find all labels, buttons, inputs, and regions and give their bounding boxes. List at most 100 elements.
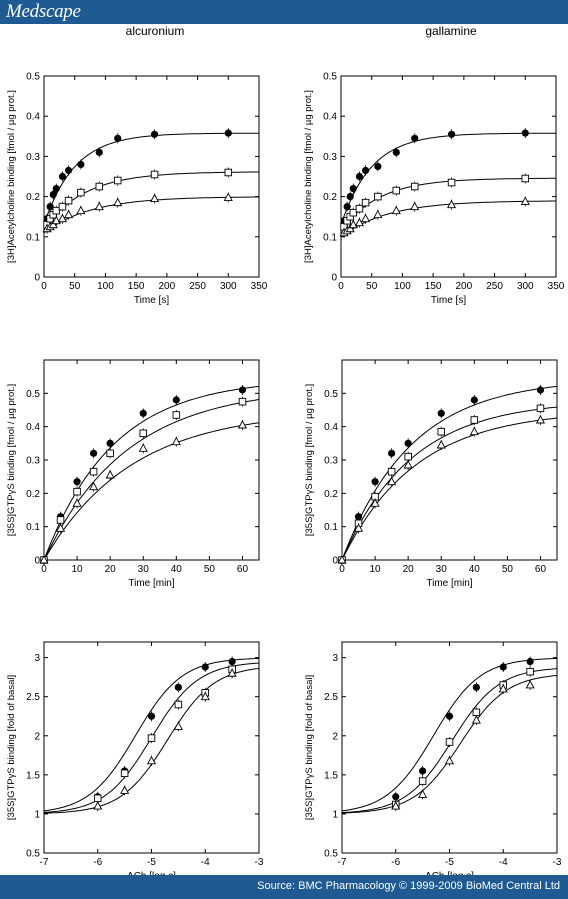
data-point-open-square (147, 734, 156, 742)
y-tick-label: 0.2 (26, 192, 40, 203)
y-tick-label: 0.1 (26, 522, 40, 533)
data-point-open-triangle (353, 523, 364, 532)
plot-frame (340, 75, 557, 278)
data-point-open-triangle (469, 426, 479, 436)
x-tick-label: 300 (517, 281, 534, 292)
data-point-filled-circle (52, 184, 60, 193)
data-point-filled-circle (228, 657, 236, 666)
data-point-open-triangle (370, 498, 380, 507)
y-axis-label: [35S]GTPγS binding [fold of basal] (6, 675, 17, 820)
data-point-open-triangle (498, 683, 508, 693)
data-point-open-triangle (138, 443, 148, 452)
data-point-open-square (374, 192, 382, 201)
data-point-open-square (536, 404, 545, 413)
plot-frame (43, 641, 260, 854)
data-point-filled-circle (77, 160, 85, 169)
data-point-open-triangle (361, 213, 371, 223)
data-point-filled-circle (73, 478, 81, 486)
chart-panel-alcuronium-ACh-binding-time: 0 50 100 150 200 250 300 350 0 0.1 0.2 0.3 0.4 0.5 Tim… (6, 72, 268, 307)
y-tick-label: 0.4 (26, 112, 40, 123)
x-tick-label: 50 (502, 564, 514, 575)
chart-panel-alcuronium-GTPyS-time: 0 10 20 30 40 50 60 0 0.1 0.2 0.3 0.4 0.5 Time [min] [… (6, 359, 260, 589)
data-point-open-square (73, 487, 81, 496)
data-point-open-square (472, 708, 481, 717)
data-point-filled-circle (470, 396, 478, 404)
column-title-alcuronium: alcuronium (125, 24, 185, 38)
y-tick-label: 0.3 (323, 152, 337, 163)
y-tick-label: 0.5 (26, 849, 40, 860)
data-point-filled-circle (139, 409, 147, 417)
x-tick-label: 150 (425, 281, 442, 292)
data-point-filled-circle (354, 513, 363, 521)
x-tick-label: 0 (338, 281, 344, 292)
data-point-open-square (224, 168, 233, 177)
data-point-open-triangle (48, 219, 58, 229)
data-point-open-triangle (105, 470, 115, 479)
data-point-open-square (355, 204, 364, 213)
data-point-open-triangle (354, 217, 364, 227)
data-point-filled-circle (355, 172, 364, 181)
y-tick-label: 0.4 (323, 112, 337, 123)
medscape-logo[interactable]: Medscape (6, 1, 81, 22)
y-tick-label: 2 (34, 731, 40, 742)
data-point-open-triangle (436, 440, 446, 449)
data-point-filled-circle (172, 396, 180, 404)
data-point-open-triangle (64, 209, 74, 219)
data-point-open-square (172, 411, 181, 419)
data-point-open-triangle (403, 460, 413, 469)
data-point-open-square (120, 769, 129, 778)
data-point-open-triangle (89, 481, 99, 491)
data-point-open-triangle (447, 199, 457, 209)
data-point-filled-circle (374, 162, 382, 171)
data-point-open-triangle (173, 721, 183, 730)
x-axis-label: Time [s] (134, 295, 169, 306)
chart-panel-gallamine-GTPyS-ACh-dose: -7 -6 -5 -4 -3 0.5 1 1.5 2 2.5 3 ACh [log c] [35S]GT… (304, 641, 562, 875)
data-point-filled-circle (147, 712, 156, 720)
x-tick-label: -3 (255, 857, 264, 868)
y-tick-label: 0.1 (26, 232, 40, 243)
data-point-open-triangle (237, 420, 248, 429)
x-tick-label: 40 (171, 564, 183, 575)
data-point-open-triangle (120, 785, 130, 794)
x-tick-label: -5 (147, 857, 156, 868)
y-tick-label: 0 (331, 273, 337, 284)
x-axis-label: Time [min] (128, 578, 175, 589)
data-point-filled-circle (419, 767, 427, 775)
data-point-filled-circle (49, 190, 57, 199)
data-point-open-triangle (391, 801, 401, 810)
y-tick-label: 0.5 (324, 389, 338, 400)
x-tick-label: -3 (553, 857, 562, 868)
fit-curve-filled-circle (43, 657, 260, 812)
x-tick-label: 0 (339, 564, 345, 575)
data-point-open-square (139, 429, 147, 438)
x-tick-label: 250 (189, 281, 206, 292)
data-point-open-square (174, 700, 183, 709)
data-point-filled-circle (526, 657, 534, 666)
data-point-filled-circle (445, 712, 454, 720)
data-point-open-triangle (444, 755, 455, 765)
data-point-open-square (113, 176, 122, 185)
chart-panel-gallamine-GTPyS-time: 0 10 20 30 40 50 60 0 0.1 0.2 0.3 0.4 0.5 Time [min] [… (304, 359, 558, 589)
data-point-filled-circle (90, 449, 98, 457)
data-point-open-square (64, 196, 73, 205)
data-point-open-square (445, 738, 454, 746)
x-tick-label: 10 (370, 564, 382, 575)
y-tick-label: 0.1 (323, 232, 337, 243)
medscape-header-bar: Medscape (0, 0, 568, 24)
y-tick-label: 0 (34, 556, 40, 567)
x-tick-label: -6 (391, 857, 400, 868)
data-point-open-square (361, 198, 370, 207)
chart-panel-gallamine-ACh-binding-time: 0 50 100 150 200 250 300 350 0 0.1 0.2 0.3 0.4 0.5 Tim… (303, 72, 565, 307)
data-point-open-square (392, 186, 401, 195)
y-tick-label: 2.5 (324, 692, 338, 703)
fit-curve-open-square (43, 399, 260, 561)
x-axis-label: Time [s] (431, 295, 466, 306)
data-point-filled-circle (411, 134, 419, 142)
data-point-open-triangle (55, 523, 66, 532)
x-tick-label: 60 (237, 564, 249, 575)
data-point-filled-circle (404, 439, 412, 447)
y-tick-label: 1.5 (324, 770, 338, 781)
x-tick-label: 30 (138, 564, 150, 575)
x-tick-label: 50 (204, 564, 216, 575)
y-axis-label: [3H]Acetylcholine binding [fmol / µg pro… (303, 90, 314, 263)
